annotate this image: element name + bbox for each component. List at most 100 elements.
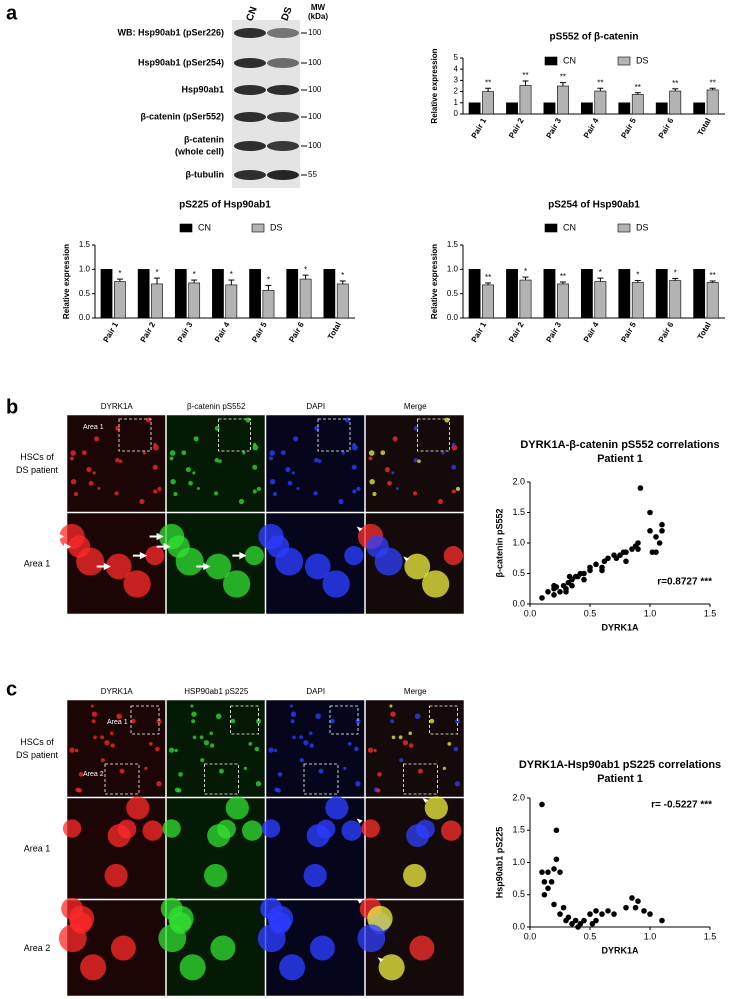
cell — [242, 451, 246, 455]
cell — [214, 457, 219, 463]
image-row-label: Area 1 — [24, 558, 51, 568]
inset-box — [230, 705, 259, 735]
scatter-point — [539, 869, 545, 875]
cell — [299, 735, 304, 740]
cell — [88, 480, 94, 486]
cell — [91, 711, 98, 717]
cell — [152, 464, 158, 470]
bar — [519, 279, 532, 319]
y-tick-label: 4 — [454, 64, 459, 73]
error-bar — [191, 279, 198, 283]
significance-label: ** — [522, 71, 528, 80]
cell — [153, 489, 158, 494]
cell — [341, 451, 345, 455]
x-axis-label: DYRK1A — [601, 622, 639, 632]
cell — [157, 486, 162, 491]
cell — [230, 718, 236, 724]
cell — [158, 924, 187, 953]
cell — [104, 740, 110, 746]
cell — [413, 457, 418, 463]
x-tick-label: 1.5 — [704, 608, 717, 618]
x-tick-label: Total — [696, 117, 713, 138]
significance-label: * — [341, 271, 344, 280]
bar — [693, 269, 706, 319]
cell — [285, 466, 291, 473]
bar — [557, 85, 569, 115]
cell — [70, 478, 77, 485]
mw-header: MW — [311, 3, 326, 12]
bar — [100, 269, 113, 319]
cell — [443, 546, 463, 566]
arrow — [132, 552, 148, 560]
error-bar — [154, 277, 161, 284]
x-tick-label: 1.5 — [704, 931, 717, 941]
scatter-point — [557, 589, 563, 595]
cell — [170, 478, 176, 485]
cell — [174, 748, 178, 753]
cell — [409, 935, 435, 961]
x-tick-label: Pair 2 — [507, 116, 526, 140]
blot-row-label: WB: Hsp90ab1 (pSer226) — [117, 27, 224, 37]
significance-label: * — [304, 265, 307, 274]
cell — [179, 954, 206, 981]
scatter-point — [548, 879, 555, 885]
cell — [252, 442, 257, 447]
cell — [403, 863, 427, 888]
significance-label: ** — [710, 271, 716, 280]
significance-label: * — [599, 268, 602, 277]
cell — [209, 731, 213, 736]
cell — [373, 748, 377, 753]
cell — [255, 781, 262, 787]
error-bar — [302, 274, 309, 280]
bar — [286, 269, 299, 319]
bar — [519, 85, 532, 115]
inset-box — [417, 418, 450, 452]
y-tick-label: 0.5 — [447, 289, 459, 298]
cell — [374, 547, 403, 576]
blot-band — [234, 58, 266, 68]
cell — [91, 719, 96, 724]
blot-band — [234, 28, 266, 38]
cell — [290, 719, 295, 724]
cell — [86, 466, 92, 473]
micrograph — [66, 414, 166, 513]
significance-label: ** — [485, 273, 491, 282]
x-tick-label: Pair 2 — [139, 320, 158, 344]
cell — [309, 935, 335, 961]
inset-box — [303, 763, 339, 795]
bar — [631, 282, 644, 319]
cell — [213, 491, 219, 496]
blot-band — [234, 112, 266, 122]
cell — [185, 466, 191, 473]
cell — [273, 748, 278, 753]
cell — [142, 451, 146, 455]
error-bar — [522, 276, 529, 281]
cell — [269, 456, 273, 461]
image-row-label: Area 1 — [24, 843, 51, 853]
cell — [392, 436, 398, 442]
cell — [156, 718, 162, 724]
mw-marker: 55 — [308, 170, 317, 179]
micrograph — [265, 414, 365, 513]
y-tick-label: 0.5 — [512, 568, 525, 578]
arrowhead — [377, 957, 384, 963]
chart-title: pS552 of β-catenin — [550, 32, 639, 43]
cell — [277, 772, 283, 777]
cell — [77, 788, 82, 793]
scatter-point — [659, 917, 665, 924]
cell — [93, 735, 97, 740]
cell — [243, 766, 248, 771]
scatter-point — [611, 911, 617, 917]
mw-marker: 100 — [308, 58, 322, 67]
cell — [217, 819, 236, 839]
x-axis-label: DYRK1A — [601, 945, 639, 955]
scatter-point — [557, 911, 563, 917]
bar — [137, 269, 150, 319]
bar — [618, 102, 631, 115]
scatter-point — [545, 869, 551, 875]
cell — [70, 450, 77, 456]
error-bar — [634, 92, 641, 95]
significance-label: ** — [672, 79, 678, 88]
cell — [252, 464, 258, 470]
